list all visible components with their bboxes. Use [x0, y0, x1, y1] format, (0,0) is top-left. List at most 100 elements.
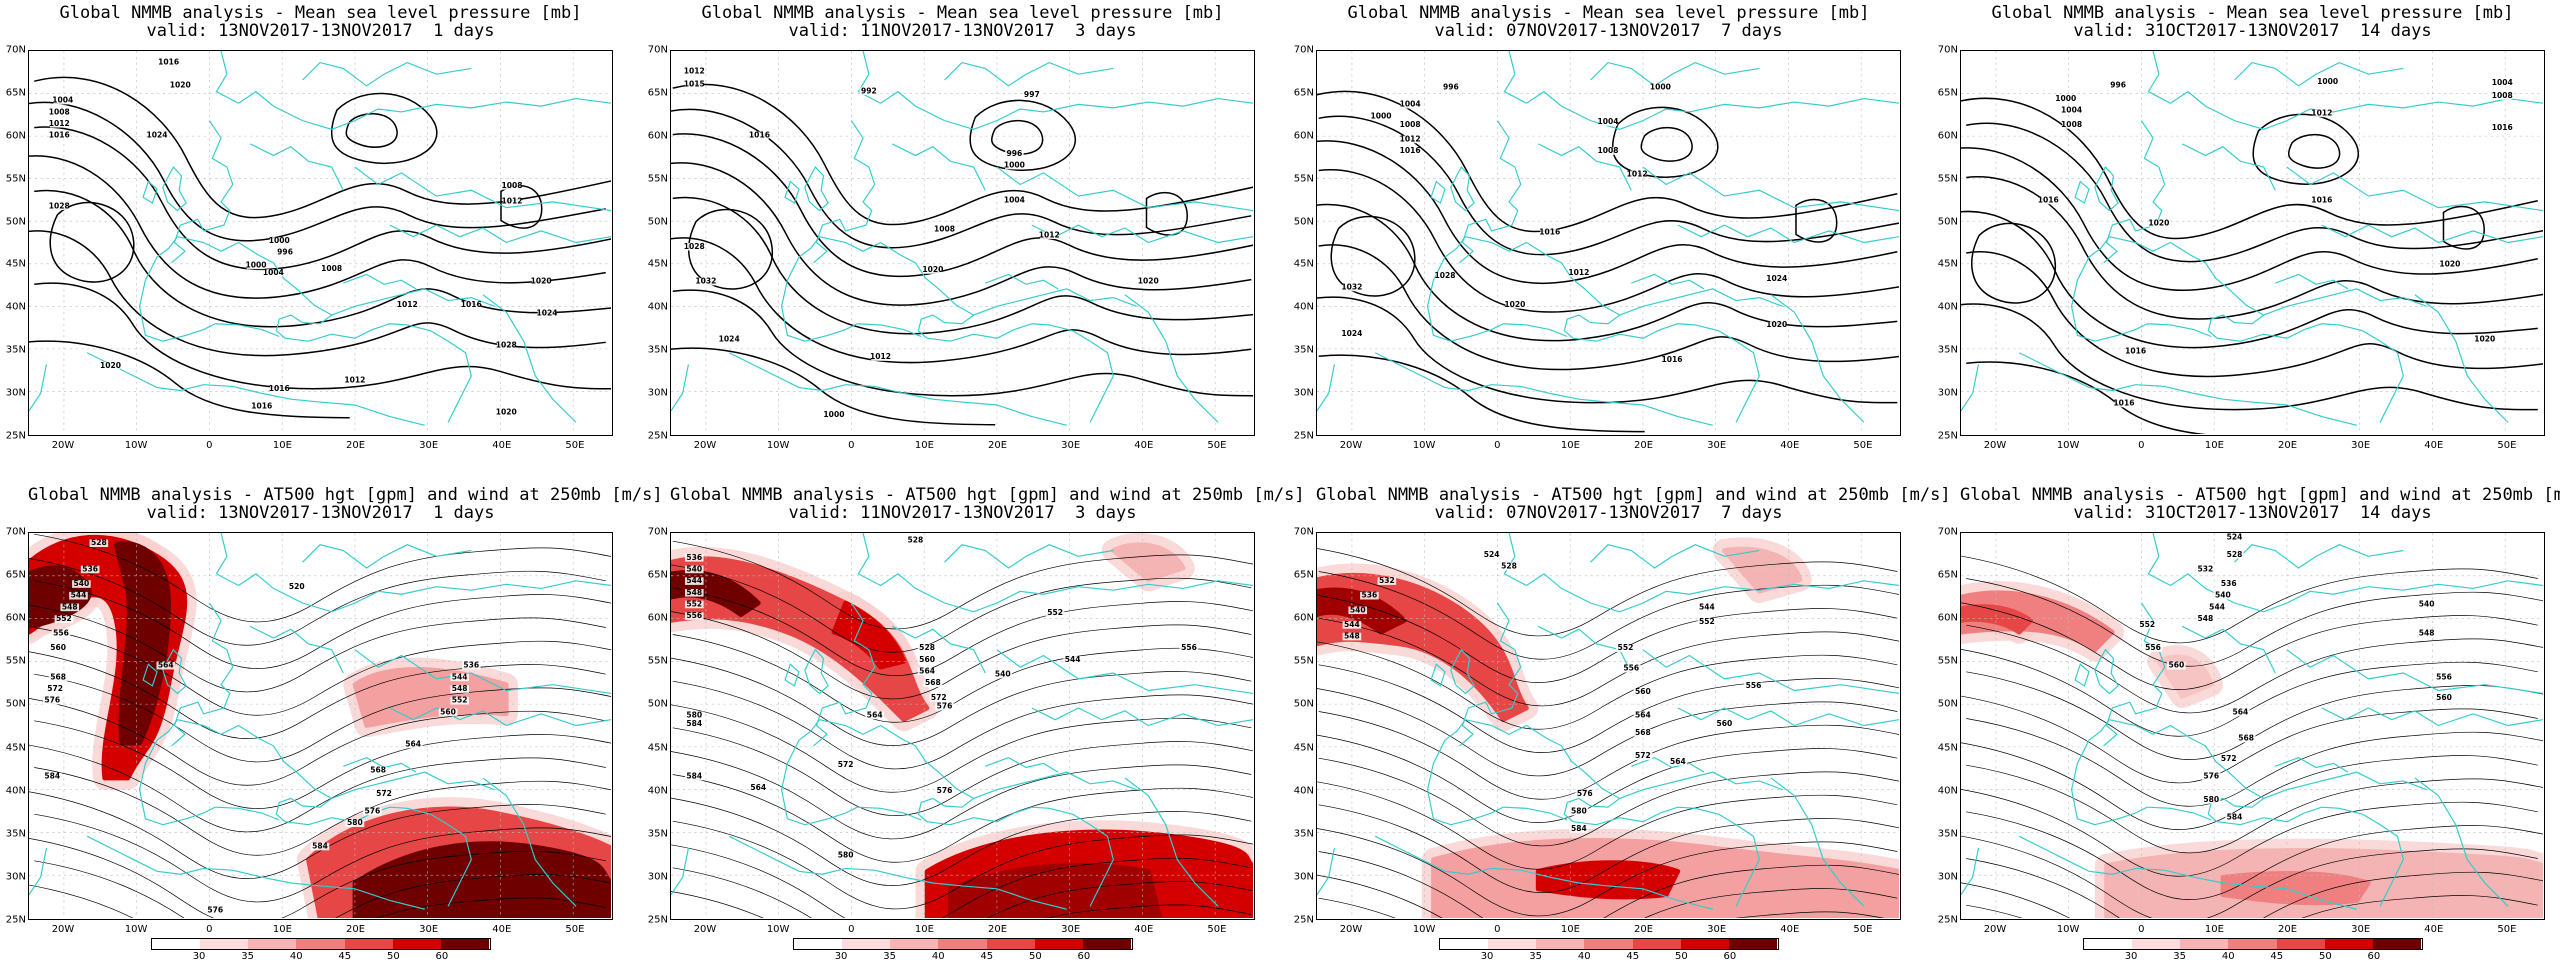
contour-line — [671, 564, 1252, 653]
latitude-tick-label: 50N — [5, 698, 26, 710]
contour-label-bg — [89, 539, 109, 547]
latitude-tick-label: 45N — [5, 742, 26, 754]
contour-label-bg — [2225, 551, 2244, 559]
contour-label: 1016 — [2038, 195, 2059, 204]
contour-label: 1016 — [2125, 346, 2146, 355]
contour-line — [1318, 617, 1899, 707]
coastline-segment — [389, 224, 611, 244]
contour-label-bg — [2056, 95, 2076, 103]
contour-label-bg — [2225, 813, 2244, 822]
contour-label: 564 — [750, 783, 766, 792]
longitude-tick-label: 40E — [1134, 924, 1154, 935]
panel-valid-period: valid: 31OCT2017-13NOV2017 14 days — [2073, 21, 2432, 41]
latitude-tick-label: 40N — [1937, 301, 1958, 313]
contour-label-bg — [1697, 618, 1717, 626]
contour-line — [34, 126, 611, 271]
contour-label: 528 — [91, 538, 107, 547]
colorbar-label: 40 — [1577, 951, 1591, 962]
coastline-segment — [215, 323, 280, 338]
colorbar-segment — [1487, 939, 1537, 949]
coastline-segment — [2275, 756, 2349, 773]
latitude-tick-label: 65N — [1937, 87, 1958, 99]
coastline-segment — [2234, 544, 2404, 569]
longitude-tick-label: 0 — [848, 924, 855, 935]
coastline — [671, 51, 1253, 426]
panel-title: Global NMMB analysis - AT500 hgt [gpm] a… — [28, 485, 663, 505]
contour-label: 580 — [1571, 807, 1587, 816]
contour-label-bg — [917, 656, 937, 664]
contour-line — [29, 698, 606, 786]
contour-label-bg — [917, 667, 937, 676]
latitude-tick-label: 35N — [1937, 828, 1958, 840]
coastline-segment — [2362, 330, 2404, 423]
map-panel: Global NMMB analysis - AT500 hgt [gpm] a… — [648, 486, 1305, 966]
contour-label-bg — [60, 603, 80, 612]
coastline-segment — [86, 352, 425, 426]
contour-label: 1012 — [344, 375, 365, 384]
contour-label: 1004 — [1597, 117, 1618, 126]
pressure-map: 1016 1020 1004 1008 1012 1016 1024 1028 1000 996 1… — [28, 50, 613, 436]
contour-label-bg — [450, 673, 469, 682]
coastline-segment — [1374, 835, 1713, 910]
contour-line — [34, 860, 611, 918]
contour-line — [1795, 198, 1838, 243]
contour-line — [1317, 594, 1898, 683]
coastline-segment — [2321, 224, 2543, 244]
coastline-segment — [2074, 663, 2090, 687]
contour-label-bg — [1621, 664, 1641, 673]
map-panel: Global NMMB analysis - AT500 hgt [gpm] a… — [1294, 486, 1951, 966]
contour-label-bg — [1063, 656, 1082, 664]
coastline-segment — [249, 625, 344, 674]
coastline-segment — [1631, 273, 1705, 290]
contour-label: 556 — [1746, 681, 1762, 690]
contour-label: 536 — [1361, 591, 1377, 600]
contour-label: 576 — [1577, 789, 1593, 798]
coastline-segment — [142, 663, 158, 687]
latitude-tick-label: 50N — [1293, 216, 1314, 228]
contour-label: 1016 — [2113, 399, 2134, 408]
contour-label-bg — [859, 87, 879, 96]
contour-line — [672, 540, 1253, 630]
coastline-segment — [275, 797, 431, 826]
contour-label-bg — [72, 580, 91, 588]
contour-label: 552 — [1047, 608, 1063, 617]
coastline-segment — [1631, 756, 1705, 773]
latitude-tick-label: 70N — [5, 526, 26, 538]
contour-label-bg — [1045, 609, 1065, 617]
contour-line — [671, 751, 1252, 840]
contour-line — [969, 99, 1076, 171]
colorbar-segment — [890, 939, 939, 949]
latitude-tick-label: 35N — [647, 344, 668, 356]
contour-label: 536 — [463, 661, 479, 670]
contour-label-bg — [2492, 124, 2512, 132]
contour-labels: 996 1000 1004 1000 1004 1008 1008 1012 1012 1016 1… — [1341, 82, 1787, 364]
contour-label: 572 — [376, 789, 392, 798]
contour-line — [1961, 555, 2538, 644]
coastline-segment — [1718, 813, 1760, 907]
longitude-tick-label: 0 — [848, 440, 855, 451]
contour-label-bg — [1633, 711, 1653, 720]
pressure-map: 1012 1015 992 997 1016 996 1000 1004 1028 1008 101… — [670, 50, 1255, 436]
coastline-segment — [1537, 625, 1632, 674]
coastline-segment — [1317, 364, 1336, 412]
latitude-tick-label: 50N — [1293, 698, 1314, 710]
coastline-segment — [996, 166, 1253, 212]
contour-label: 564 — [867, 710, 883, 719]
graticule — [1961, 533, 2543, 918]
contour-line — [1961, 210, 2538, 349]
colorbar-label: 45 — [1626, 951, 1640, 962]
contour-label: 584 — [312, 842, 328, 851]
contour-line — [1317, 296, 1898, 404]
contour-line — [1966, 176, 2543, 320]
contour-line — [29, 884, 606, 918]
colorbar-segment — [2324, 939, 2374, 949]
colorbar-segment — [151, 939, 200, 949]
longitude-tick-label: 20E — [987, 924, 1008, 935]
longitude-tick-label: 40E — [1134, 440, 1154, 451]
contour-label: 1016 — [251, 401, 272, 410]
panel-title: Global NMMB analysis - Mean sea level pr… — [701, 3, 1224, 23]
contour-label-bg — [1505, 301, 1525, 309]
contour-label: 520 — [289, 582, 305, 591]
panel-valid-period: valid: 07NOV2017-13NOV2017 7 days — [1434, 21, 1783, 41]
colorbar-segment — [1632, 939, 1681, 949]
